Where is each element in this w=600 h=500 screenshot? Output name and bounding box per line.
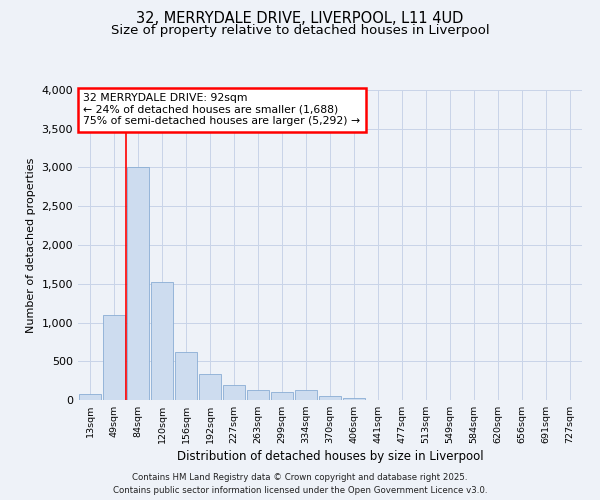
- Bar: [127, 168, 149, 400]
- Text: Contains HM Land Registry data © Crown copyright and database right 2025.: Contains HM Land Registry data © Crown c…: [132, 472, 468, 482]
- Y-axis label: Number of detached properties: Number of detached properties: [26, 158, 36, 332]
- Bar: [247, 390, 269, 400]
- Text: Contains public sector information licensed under the Open Government Licence v3: Contains public sector information licen…: [113, 486, 487, 495]
- Bar: [199, 374, 221, 400]
- Text: 32, MERRYDALE DRIVE, LIVERPOOL, L11 4UD: 32, MERRYDALE DRIVE, LIVERPOOL, L11 4UD: [136, 11, 464, 26]
- Bar: [103, 315, 125, 400]
- Bar: [271, 392, 293, 400]
- Bar: [79, 394, 101, 400]
- Bar: [295, 390, 317, 400]
- Bar: [175, 352, 197, 400]
- Text: 32 MERRYDALE DRIVE: 92sqm
← 24% of detached houses are smaller (1,688)
75% of se: 32 MERRYDALE DRIVE: 92sqm ← 24% of detac…: [83, 93, 360, 126]
- Bar: [343, 398, 365, 400]
- X-axis label: Distribution of detached houses by size in Liverpool: Distribution of detached houses by size …: [176, 450, 484, 464]
- Bar: [151, 282, 173, 400]
- Text: Size of property relative to detached houses in Liverpool: Size of property relative to detached ho…: [110, 24, 490, 37]
- Bar: [223, 384, 245, 400]
- Bar: [319, 396, 341, 400]
